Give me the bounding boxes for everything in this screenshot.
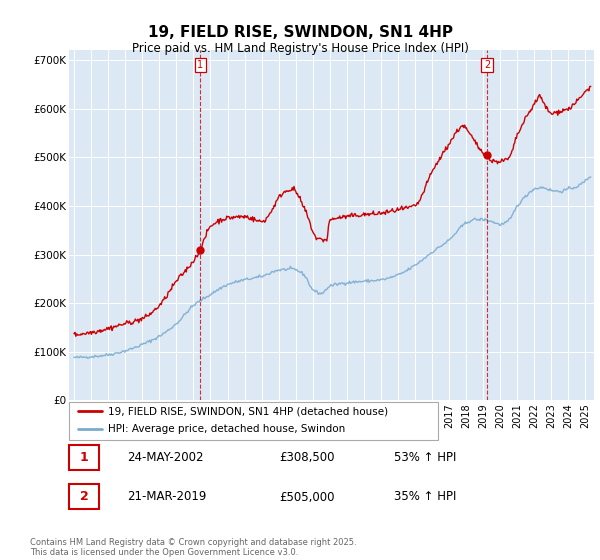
Text: 35% ↑ HPI: 35% ↑ HPI <box>395 491 457 503</box>
Text: 2: 2 <box>80 491 89 503</box>
Text: Price paid vs. HM Land Registry's House Price Index (HPI): Price paid vs. HM Land Registry's House … <box>131 42 469 55</box>
Text: 2: 2 <box>484 60 490 70</box>
Text: 1: 1 <box>197 60 203 70</box>
Text: 19, FIELD RISE, SWINDON, SN1 4HP: 19, FIELD RISE, SWINDON, SN1 4HP <box>148 25 452 40</box>
Text: 21-MAR-2019: 21-MAR-2019 <box>127 491 206 503</box>
FancyBboxPatch shape <box>69 445 100 470</box>
Text: 1: 1 <box>80 451 89 464</box>
Text: 24-MAY-2002: 24-MAY-2002 <box>127 451 203 464</box>
Text: 19, FIELD RISE, SWINDON, SN1 4HP (detached house): 19, FIELD RISE, SWINDON, SN1 4HP (detach… <box>108 406 388 416</box>
Text: £308,500: £308,500 <box>279 451 335 464</box>
Text: £505,000: £505,000 <box>279 491 335 503</box>
Text: HPI: Average price, detached house, Swindon: HPI: Average price, detached house, Swin… <box>108 424 345 434</box>
Text: 53% ↑ HPI: 53% ↑ HPI <box>395 451 457 464</box>
FancyBboxPatch shape <box>69 484 100 510</box>
Text: Contains HM Land Registry data © Crown copyright and database right 2025.
This d: Contains HM Land Registry data © Crown c… <box>30 538 356 557</box>
